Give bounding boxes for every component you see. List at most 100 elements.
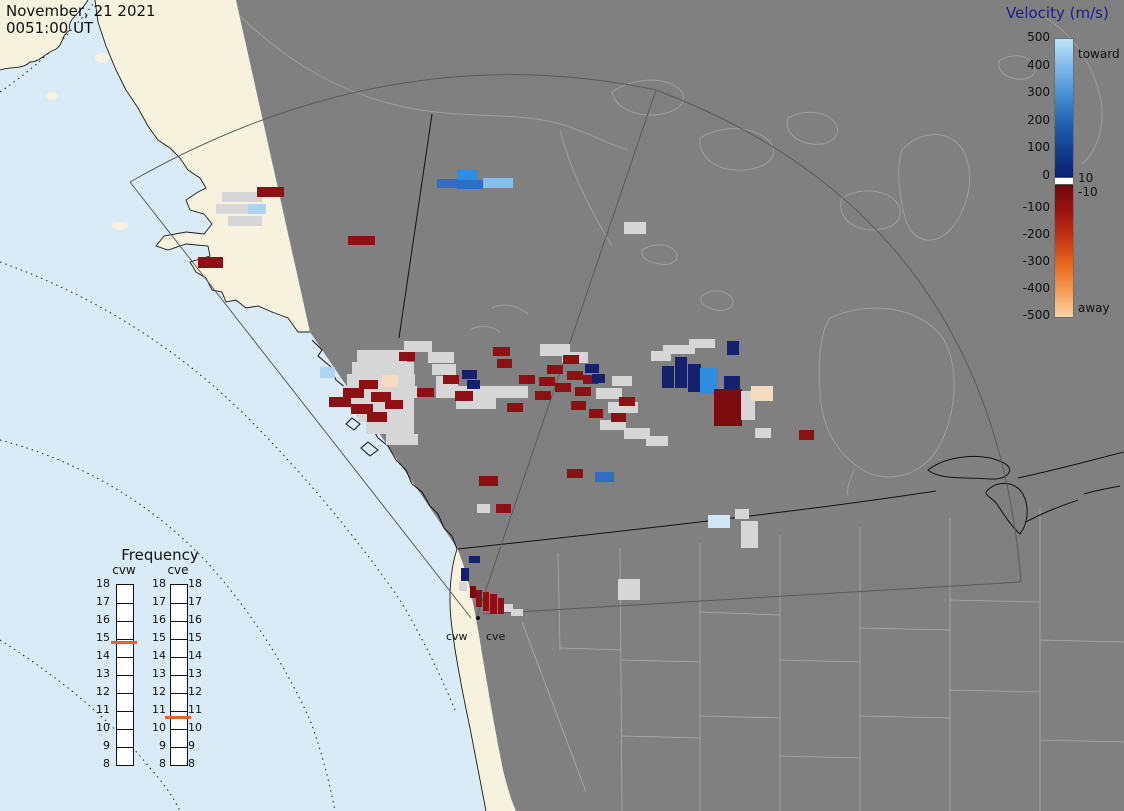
- us-canada-border: [457, 490, 937, 550]
- inner-threshold-pos-label: 10: [1078, 171, 1094, 185]
- fov-arc-cvw: [129, 74, 657, 183]
- frequency-tick-label: 15: [152, 631, 166, 644]
- velocity-cell: [404, 341, 432, 352]
- velocity-cell: [612, 376, 632, 386]
- frequency-tick-line: [117, 747, 133, 748]
- island: [95, 53, 109, 63]
- frequency-tick-label: 9: [188, 739, 195, 752]
- velocity-cell: [461, 568, 469, 581]
- velocity-cell: [663, 345, 695, 354]
- velocity-cell: [497, 359, 512, 368]
- velocity-cell: [386, 434, 418, 445]
- time-label: 0051:00 UT: [6, 19, 94, 37]
- velocity-cell: [470, 586, 476, 598]
- frequency-tick-label: 15: [188, 631, 202, 644]
- hudson-bay-outline: [818, 307, 955, 478]
- geomagnetic-graticule: [0, 0, 456, 811]
- frequency-tick-line: [117, 639, 133, 640]
- velocity-cell: [216, 204, 261, 214]
- velocity-cell: [457, 169, 478, 180]
- velocity-cell: [689, 339, 715, 348]
- fov-arc-cve: [655, 89, 1022, 583]
- velocity-cell: [618, 579, 640, 600]
- frequency-tick-line: [171, 657, 187, 658]
- velocity-cell: [476, 590, 482, 607]
- velocity-cell: [735, 509, 749, 519]
- frequency-tick-label: 14: [152, 649, 166, 662]
- frequency-tick-line: [117, 621, 133, 622]
- frequency-tick-line: [117, 729, 133, 730]
- velocity-cell: [469, 556, 480, 563]
- frequency-tick-label: 18: [96, 577, 110, 590]
- velocity-cell: [343, 388, 364, 398]
- frequency-tick-label: 12: [152, 685, 166, 698]
- velocity-cell: [563, 355, 579, 364]
- frequency-tick-line: [117, 711, 133, 712]
- velocity-cell: [741, 521, 758, 548]
- radar-fov-outlines: [129, 74, 1022, 620]
- frequency-tick-label: 14: [96, 649, 110, 662]
- velocity-cell: [595, 472, 614, 482]
- arctic-island-outline: [699, 128, 775, 171]
- frequency-tick-line: [171, 675, 187, 676]
- velocity-tick-label: 300: [1027, 85, 1050, 100]
- velocity-tick-label: -500: [1022, 308, 1050, 322]
- velocity-cell: [432, 364, 456, 375]
- velocity-cell: [459, 582, 467, 591]
- frequency-tick-line: [171, 729, 187, 730]
- river-line: [559, 129, 613, 247]
- velocity-cell: [507, 403, 523, 412]
- frequency-tick-label: 16: [152, 613, 166, 626]
- velocity-cell: [477, 504, 490, 513]
- velocity-cell: [428, 352, 454, 363]
- velocity-cell: [479, 476, 498, 486]
- frequency-tick-label: 17: [152, 595, 166, 608]
- velocity-cell: [329, 397, 351, 407]
- frequency-tick-label: 11: [188, 703, 202, 716]
- velocity-cell: [799, 430, 814, 440]
- velocity-cell: [382, 375, 398, 387]
- frequency-tick-line: [117, 657, 133, 658]
- velocity-cell: [385, 400, 403, 409]
- velocity-cell: [367, 412, 387, 422]
- velocity-cell: [257, 187, 284, 197]
- velocity-cell: [555, 383, 571, 392]
- arctic-island-outline: [840, 190, 901, 231]
- frequency-scale-cve: [170, 584, 188, 766]
- velocity-cell: [608, 402, 638, 413]
- velocity-cell: [596, 388, 622, 399]
- frequency-marker-cve: [165, 716, 191, 720]
- velocity-cell: [357, 350, 407, 362]
- velocity-tick-label: 0: [1042, 168, 1050, 182]
- frequency-tick-label: 18: [152, 577, 166, 590]
- velocity-cell: [571, 401, 586, 410]
- velocity-cell: [498, 598, 504, 614]
- frequency-tick-label: 13: [152, 667, 166, 680]
- island-st-lawrence: [112, 222, 128, 230]
- velocity-cell: [539, 377, 555, 386]
- velocity-cell: [675, 357, 687, 388]
- coastline-chukotka: [0, 0, 89, 71]
- velocity-cell: [462, 370, 477, 379]
- velocity-cell: [198, 257, 223, 268]
- james-bay-line: [847, 469, 855, 497]
- velocity-tick-label: -400: [1022, 281, 1050, 295]
- frequency-tick-label: 12: [188, 685, 202, 698]
- island: [46, 92, 58, 100]
- site-label-cvw: cvw: [446, 630, 468, 643]
- velocity-cell: [724, 376, 740, 389]
- velocity-cell: [700, 368, 718, 394]
- frequency-tick-line: [171, 711, 187, 712]
- frequency-tick-label: 16: [96, 613, 110, 626]
- lake-michigan-huron-outline: [985, 483, 1028, 535]
- inner-threshold-neg-label: -10: [1078, 185, 1098, 199]
- frequency-scale-cvw: [116, 584, 134, 766]
- frequency-radar-label: cvw: [112, 563, 136, 577]
- coastal-islands: [345, 417, 379, 457]
- site-label-cve: cve: [486, 630, 506, 643]
- frequency-tick-label: 10: [152, 721, 166, 734]
- velocity-cell: [351, 404, 373, 414]
- frequency-tick-label: 16: [188, 613, 202, 626]
